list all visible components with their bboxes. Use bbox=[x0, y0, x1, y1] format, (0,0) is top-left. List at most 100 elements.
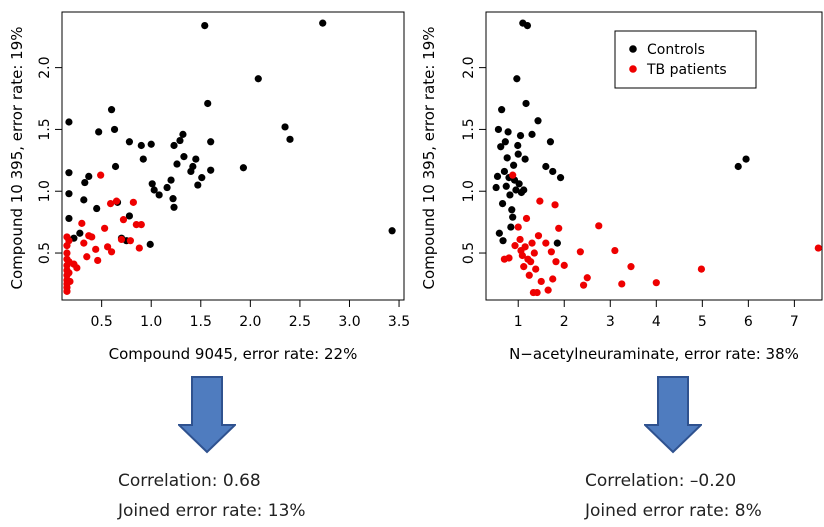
legend: Controls TB patients bbox=[614, 30, 757, 89]
x-tick-label: 5 bbox=[698, 314, 707, 330]
data-point bbox=[501, 138, 509, 146]
data-point bbox=[521, 155, 529, 163]
y-tick-label: 1.5 bbox=[37, 118, 53, 140]
data-point bbox=[507, 223, 515, 231]
data-point bbox=[63, 249, 71, 257]
data-point bbox=[137, 221, 145, 229]
data-point bbox=[204, 99, 212, 108]
data-point bbox=[110, 125, 119, 134]
data-point bbox=[106, 199, 115, 208]
x-axis-label: N−acetylneuraminate, error rate: 38% bbox=[509, 345, 799, 363]
data-point bbox=[170, 141, 178, 150]
data-point bbox=[503, 154, 511, 162]
data-point bbox=[499, 237, 507, 245]
data-point bbox=[513, 75, 521, 83]
data-point bbox=[579, 281, 588, 289]
data-point bbox=[514, 141, 522, 150]
legend-label: TB patients bbox=[646, 62, 727, 78]
data-point bbox=[652, 279, 660, 287]
data-point bbox=[498, 199, 507, 208]
data-point bbox=[509, 213, 517, 221]
y-tick-label: 0.5 bbox=[37, 242, 53, 264]
data-point bbox=[532, 265, 540, 273]
x-tick-label: 4 bbox=[652, 314, 661, 330]
x-tick-label: 2.0 bbox=[239, 314, 261, 330]
data-point bbox=[518, 251, 526, 260]
plot-frame bbox=[485, 11, 823, 301]
data-point bbox=[239, 164, 248, 172]
data-point bbox=[560, 261, 568, 269]
data-point bbox=[537, 277, 545, 286]
data-point bbox=[493, 172, 502, 180]
data-point bbox=[65, 214, 73, 223]
data-point bbox=[546, 138, 555, 146]
data-point bbox=[139, 155, 147, 163]
data-point bbox=[502, 182, 510, 190]
data-point bbox=[281, 123, 289, 131]
data-point bbox=[576, 248, 584, 256]
data-point bbox=[742, 155, 750, 163]
data-point bbox=[552, 258, 560, 266]
data-point bbox=[533, 288, 541, 297]
x-axis-label: Compound 9045, error rate: 22% bbox=[109, 345, 358, 363]
data-point bbox=[107, 106, 116, 114]
y-tick-label: 1.5 bbox=[461, 118, 477, 140]
x-tick-label: 2 bbox=[560, 314, 569, 330]
data-point bbox=[179, 130, 187, 138]
data-point bbox=[522, 99, 530, 108]
legend-label: Controls bbox=[647, 42, 705, 58]
data-point bbox=[627, 263, 635, 271]
data-point bbox=[167, 176, 175, 184]
data-point bbox=[65, 269, 73, 277]
data-point bbox=[549, 167, 557, 176]
data-point bbox=[494, 125, 503, 134]
y-tick-label: 0.5 bbox=[461, 242, 477, 264]
data-point bbox=[515, 180, 523, 188]
data-point bbox=[514, 223, 522, 231]
data-point bbox=[111, 162, 120, 171]
data-point bbox=[76, 229, 84, 237]
data-point bbox=[510, 161, 518, 169]
x-tick-label: 2.5 bbox=[289, 314, 311, 330]
x-tick-label: 1.5 bbox=[190, 314, 212, 330]
data-point bbox=[492, 183, 500, 192]
data-point bbox=[534, 117, 542, 125]
data-point bbox=[319, 19, 327, 27]
data-point bbox=[207, 166, 215, 174]
y-tick-label: 2.0 bbox=[461, 56, 477, 78]
data-point bbox=[523, 21, 532, 30]
data-point bbox=[137, 141, 145, 150]
data-point bbox=[618, 280, 626, 288]
scatter-plot-left-svg: 0.5 1.0 1.5 2.0 2.5 3.0 3.5 0.5 1.0 1.5 2.0 Compoun… bbox=[8, 11, 410, 363]
data-point bbox=[95, 128, 103, 136]
data-point bbox=[73, 264, 81, 272]
joined-error-rate-text-right: Joined error rate: 8% bbox=[585, 501, 762, 521]
data-point bbox=[132, 221, 140, 229]
data-point bbox=[81, 178, 89, 187]
data-point bbox=[125, 212, 134, 220]
scatter-plot-right-svg: 1 2 3 4 5 6 7 0.5 1.0 1.5 2.0 N−acetylneuraminate, … bbox=[420, 11, 823, 363]
data-point bbox=[697, 265, 706, 273]
data-point bbox=[516, 132, 525, 140]
data-point bbox=[65, 237, 73, 245]
data-point bbox=[125, 138, 134, 146]
data-point bbox=[512, 186, 520, 194]
y-axis-label: Compound 10 395, error rate: 19% bbox=[420, 27, 438, 290]
x-tick-label: 1 bbox=[514, 314, 523, 330]
correlation-text-right: Correlation: –0.20 bbox=[585, 471, 737, 491]
data-point bbox=[78, 219, 86, 227]
data-point bbox=[66, 277, 74, 286]
y-tick-label: 1.0 bbox=[37, 180, 53, 202]
data-point bbox=[101, 224, 109, 232]
summary-right: Correlation: –0.20 Joined error rate: 8% bbox=[585, 466, 762, 526]
data-point bbox=[555, 224, 563, 232]
data-point bbox=[170, 203, 178, 211]
data-point bbox=[63, 287, 71, 295]
data-point bbox=[92, 245, 100, 253]
x-tick-label: 3 bbox=[606, 314, 615, 330]
data-point bbox=[176, 136, 184, 145]
legend-marker bbox=[629, 45, 637, 53]
data-point bbox=[500, 167, 509, 176]
data-point bbox=[520, 186, 528, 194]
data-point bbox=[516, 235, 524, 244]
